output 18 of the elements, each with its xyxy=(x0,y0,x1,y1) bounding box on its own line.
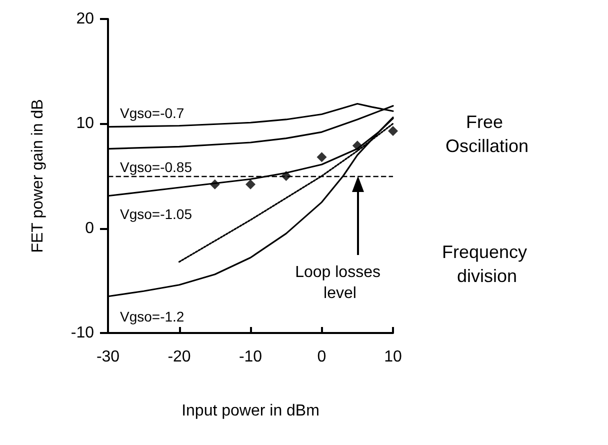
y-tick-label: -10 xyxy=(70,324,94,342)
x-tick-label: 10 xyxy=(384,348,402,366)
series-label: Vgso=-1.05 xyxy=(120,206,192,222)
x-tick-label: 0 xyxy=(317,348,326,366)
y-tick-label: 0 xyxy=(85,220,94,237)
x-tick-label: -30 xyxy=(96,348,120,366)
series-label: Vgso=-0.7 xyxy=(120,104,184,121)
x-axis-title: Input power in dBm xyxy=(182,402,320,420)
y-tick-label: 20 xyxy=(76,10,94,28)
x-tick-label: -10 xyxy=(238,348,262,366)
text: Free Oscillation xyxy=(445,112,529,156)
text: Frequency division xyxy=(442,242,532,286)
series-label: Vgso=-0.85 xyxy=(120,158,192,175)
y-axis-title: FET power gain in dB xyxy=(30,99,46,253)
series-label: Vgso=-1.2 xyxy=(120,308,184,324)
x-tick-label: -20 xyxy=(168,348,191,366)
y-tick-label: 10 xyxy=(76,115,94,132)
annotation: Loop losses level xyxy=(295,264,385,302)
